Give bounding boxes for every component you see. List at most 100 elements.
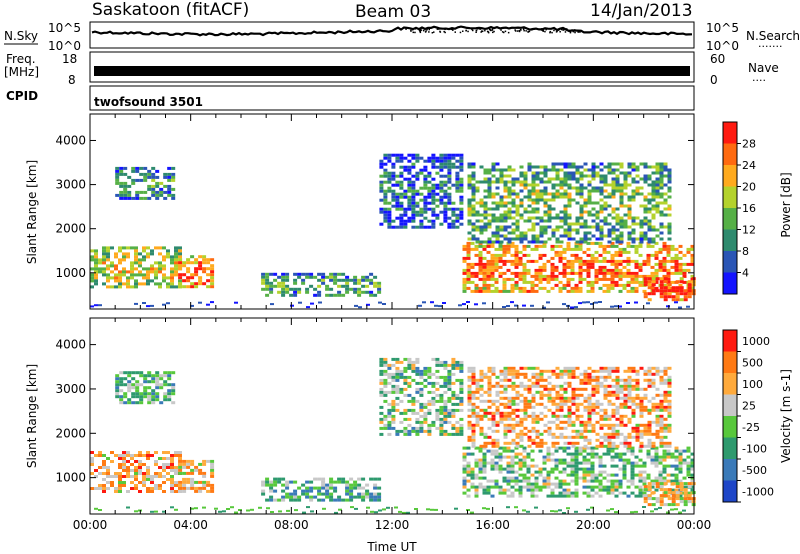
power-echo-cell <box>579 183 584 187</box>
velocity-echo-cell <box>345 483 350 487</box>
power-echo-cell <box>583 225 588 229</box>
velocity-echo-cell <box>614 473 619 477</box>
power-echo-cell <box>459 201 464 205</box>
velocity-echo-cell <box>491 420 496 424</box>
velocity-echo-cell <box>558 458 563 462</box>
power-echo-cell <box>618 283 623 287</box>
power-echo-cell <box>594 277 599 281</box>
velocity-echo-cell <box>555 375 560 379</box>
velocity-echo-cell <box>574 479 579 483</box>
velocity-echo-cell <box>522 461 527 465</box>
power-echo-cell <box>487 168 492 172</box>
power-echo-cell <box>599 168 604 172</box>
power-echo-cell <box>459 195 464 199</box>
power-echo-cell <box>647 192 652 196</box>
velocity-echo-cell <box>651 444 656 448</box>
velocity-echo-cell <box>619 390 624 394</box>
velocity-echo-cell <box>369 477 374 481</box>
velocity-echo-cell <box>571 393 576 397</box>
velocity-echo-cell <box>142 484 146 487</box>
velocity-echo-cell <box>671 491 676 495</box>
velocity-echo-cell <box>102 484 106 487</box>
power-echo-cell <box>467 219 472 223</box>
power-echo-cell <box>443 210 448 214</box>
freq-left-unit: [MHz] <box>4 65 39 79</box>
velocity-echo-cell <box>558 485 563 489</box>
power-echo-cell <box>118 270 122 274</box>
velocity-echo-cell <box>423 378 428 382</box>
velocity-echo-cell <box>403 432 408 436</box>
power-echo-cell <box>647 228 652 232</box>
velocity-echo-cell <box>498 485 503 489</box>
power-echo-cell <box>142 258 146 262</box>
velocity-echo-cell <box>519 423 524 427</box>
power-echo-cell <box>503 201 508 205</box>
velocity-echo-cell <box>514 476 519 480</box>
velocity-echo-cell <box>494 467 499 471</box>
power-echo-cell <box>119 190 124 194</box>
power-echo-cell <box>487 207 492 211</box>
power-echo-cell <box>451 207 456 211</box>
power-echo-cell <box>587 168 592 172</box>
power-echo-cell <box>502 262 507 266</box>
velocity-echo-cell <box>510 479 515 483</box>
velocity-echo-cell <box>583 438 588 442</box>
power-echo-cell <box>615 207 620 211</box>
power-echo-cell <box>666 280 671 284</box>
power-echo-cell <box>654 262 659 266</box>
velocity-echo-cell <box>667 429 672 433</box>
noise-search-dot <box>424 31 427 33</box>
power-echo-cell <box>462 286 467 290</box>
power-echo-cell <box>659 186 664 190</box>
velocity-echo-cell <box>583 378 588 382</box>
power-echo-cell <box>562 262 567 266</box>
velocity-echo-cell <box>486 491 491 495</box>
velocity-echo-cell <box>494 485 499 489</box>
velocity-echo-cell <box>494 452 499 456</box>
velocity-echo-cell <box>503 372 508 376</box>
velocity-echo-cell <box>531 384 536 388</box>
power-echo-cell <box>571 165 576 169</box>
power-echo-cell <box>119 181 124 185</box>
power-echo-cell <box>615 174 620 178</box>
power-echo-cell <box>118 285 122 289</box>
power-echo-cell <box>265 284 270 288</box>
power-echo-cell <box>631 177 636 181</box>
power-echo-cell <box>511 198 516 202</box>
power-echo-cell <box>595 213 600 217</box>
velocity-echo-cell <box>491 417 496 421</box>
power-echo-cell <box>570 289 575 293</box>
velocity-echo-cell <box>166 472 170 475</box>
velocity-echo-cell <box>646 449 651 453</box>
velocity-echo-cell <box>562 458 567 462</box>
velocity-echo-cell <box>353 486 358 490</box>
power-echo-cell <box>654 256 659 260</box>
power-echo-cell <box>575 216 580 220</box>
velocity-echo-cell <box>550 482 555 486</box>
velocity-echo-cell <box>574 449 579 453</box>
power-echo-cell <box>666 305 670 308</box>
velocity-echo-cell <box>462 467 467 471</box>
power-echo-cell <box>643 210 648 214</box>
velocity-echo-cell <box>333 498 338 502</box>
power-echo-cell <box>439 210 444 214</box>
velocity-echo-cell <box>289 498 294 502</box>
power-echo-cell <box>483 201 488 205</box>
power-echo-cell <box>522 304 526 307</box>
velocity-echo-cell <box>147 386 152 390</box>
power-echo-cell <box>687 289 692 293</box>
velocity-echo-cell <box>554 446 559 450</box>
velocity-echo-cell <box>510 464 515 468</box>
velocity-echo-cell <box>443 420 448 424</box>
power-echo-cell <box>678 306 682 309</box>
velocity-echo-cell <box>586 470 591 474</box>
power-echo-cell <box>459 162 464 166</box>
velocity-echo-cell <box>651 420 656 424</box>
power-echo-cell <box>667 295 672 299</box>
power-echo-cell <box>583 222 588 226</box>
power-echo-cell <box>474 271 479 275</box>
power-echo-cell <box>422 301 426 304</box>
velocity-echo-cell <box>587 408 592 412</box>
power-echo-cell <box>407 219 412 223</box>
velocity-echo-cell <box>547 396 552 400</box>
